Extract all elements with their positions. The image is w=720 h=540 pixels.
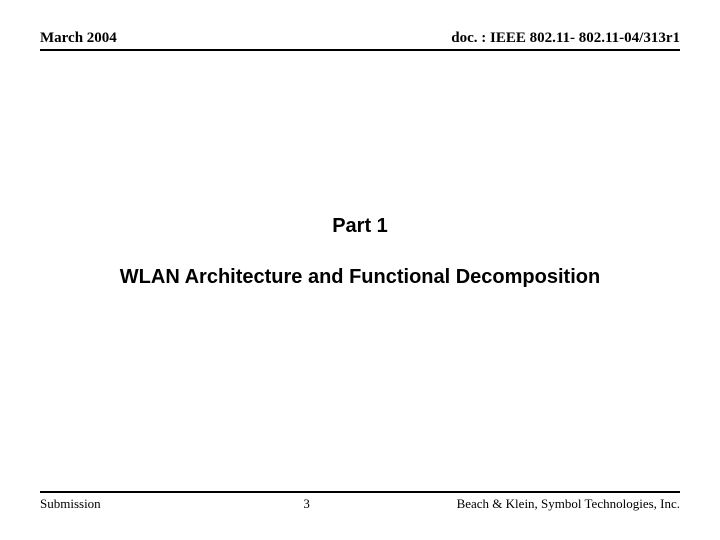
footer-page-number: 3 <box>218 496 396 512</box>
slide-title: WLAN Architecture and Functional Decompo… <box>0 266 720 289</box>
slide: March 2004 doc. : IEEE 802.11- 802.11-04… <box>0 0 720 540</box>
header-doc-ref: doc. : IEEE 802.11- 802.11-04/313r1 <box>451 30 680 47</box>
header-date: March 2004 <box>40 30 117 47</box>
footer-left: Submission <box>40 496 218 512</box>
slide-header: March 2004 doc. : IEEE 802.11- 802.11-04… <box>40 30 680 51</box>
footer-right: Beach & Klein, Symbol Technologies, Inc. <box>396 496 680 512</box>
slide-footer: Submission 3 Beach & Klein, Symbol Techn… <box>40 491 680 512</box>
part-label: Part 1 <box>0 215 720 238</box>
slide-content: Part 1 WLAN Architecture and Functional … <box>0 215 720 289</box>
